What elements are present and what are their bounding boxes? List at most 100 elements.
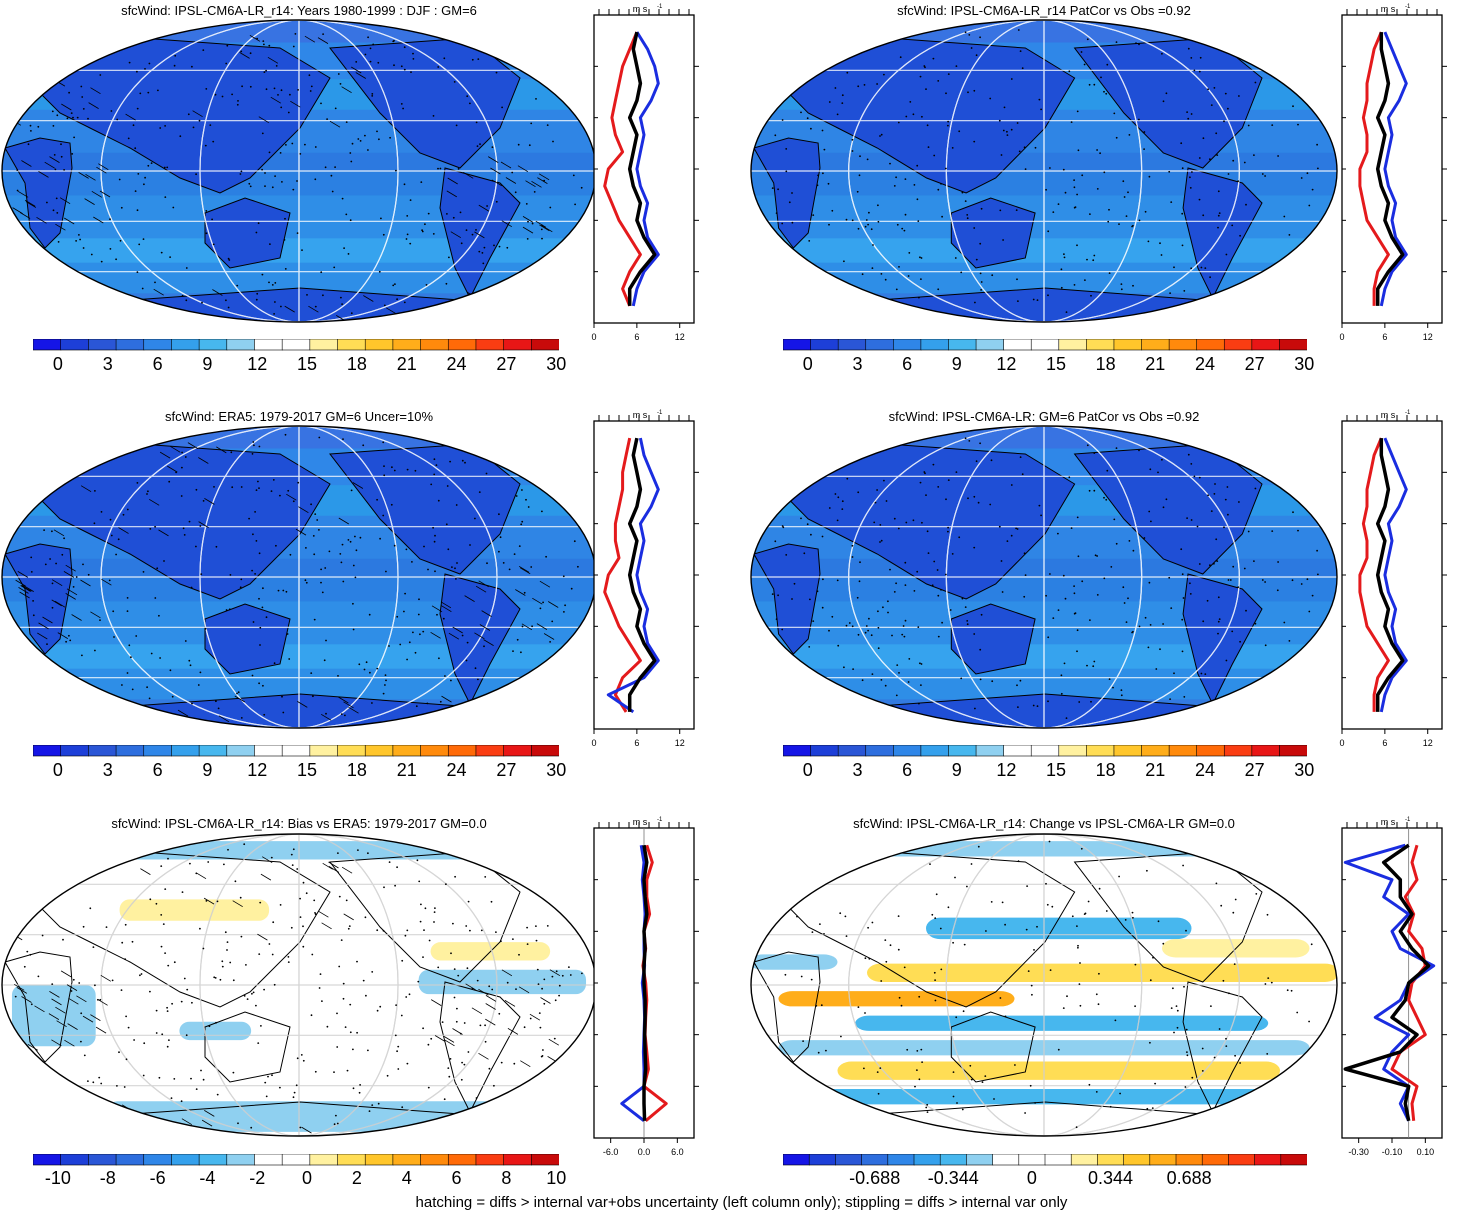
stipple-dot <box>1016 278 1018 281</box>
stipple-dot <box>800 975 803 978</box>
hatch-line <box>518 693 530 700</box>
stipple-dot <box>1207 88 1209 91</box>
stipple-dot <box>973 495 976 498</box>
hatch-line <box>161 321 173 322</box>
stipple-dot <box>1209 564 1211 567</box>
stipple-dot <box>1090 294 1092 297</box>
stipple-dot <box>1075 1126 1078 1129</box>
stipple-dot <box>457 974 460 977</box>
stipple-dot <box>880 980 883 982</box>
stipple-dot <box>831 209 834 212</box>
stipple-dot <box>1308 204 1311 207</box>
stipple-dot <box>903 966 906 969</box>
stipple-dot <box>432 115 435 117</box>
colorbar-swatch <box>1058 745 1087 757</box>
stipple-dot <box>1306 578 1309 581</box>
colorbar-tick-label: -2 <box>249 1168 266 1188</box>
hatch-line <box>82 1015 94 1023</box>
stipple-dot <box>1288 640 1291 642</box>
hatch-line <box>398 724 410 728</box>
hatch-line <box>297 701 308 708</box>
stipple-dot <box>421 229 423 232</box>
profile-unit-exponent: -1 <box>1405 410 1411 416</box>
stipple-dot <box>221 95 224 98</box>
stipple-dot <box>394 1034 397 1037</box>
continent-outline <box>204 197 291 269</box>
stipple-dot <box>808 240 811 242</box>
stipple-dot <box>404 934 407 937</box>
stipple-dot <box>405 996 408 998</box>
stipple-dot <box>568 966 570 968</box>
stipple-dot <box>255 298 258 301</box>
stipple-dot <box>121 684 123 686</box>
stipple-dot <box>426 702 429 705</box>
stipple-dot <box>1297 123 1299 126</box>
colorbar-tick-label: 10 <box>546 1168 567 1188</box>
stipple-dot <box>819 923 821 925</box>
hatch-line <box>57 632 69 639</box>
stipple-dot <box>229 574 232 576</box>
stipple-dot <box>1317 573 1319 576</box>
profile-series-line <box>1358 437 1390 712</box>
stipple-dot <box>535 925 537 927</box>
graticule <box>751 834 1337 1136</box>
hatch-line <box>19 591 30 599</box>
hatch-line <box>71 614 82 621</box>
stipple-dot <box>1245 203 1247 206</box>
stipple-dot <box>189 862 191 865</box>
stipple-dot <box>1161 458 1163 461</box>
stipple-dot <box>357 849 359 851</box>
stipple-dot <box>347 253 350 255</box>
hatch-line <box>51 579 63 587</box>
profile-unit-exponent: -1 <box>1405 4 1411 10</box>
panel-1-colorbar-labels: 0 3 6 9 12 15 18 21 24 27 30 <box>33 354 566 376</box>
hatch-line <box>531 180 542 188</box>
stipple-dot <box>526 238 529 240</box>
colorbar-swatch <box>865 745 894 757</box>
stipple-dot <box>1095 993 1098 996</box>
stipple-dot <box>63 537 65 540</box>
stipple-dot <box>1065 717 1068 719</box>
stipple-dot <box>885 500 888 502</box>
graticule <box>2 426 596 728</box>
stipple-dot <box>293 1091 296 1094</box>
stipple-dot <box>284 217 286 220</box>
colorbar-swatch <box>337 339 366 351</box>
bias-patch <box>107 1101 527 1132</box>
stipple-dot <box>1057 609 1060 611</box>
stipple-dot <box>1127 597 1129 600</box>
colorbar-tick-label: 9 <box>951 354 962 374</box>
stipple-dot <box>979 648 982 651</box>
colorbar-tick-label: 6 <box>902 760 913 780</box>
stipple-dot <box>901 633 904 636</box>
stipple-dot <box>294 33 297 35</box>
stipple-dot <box>1217 226 1219 229</box>
stipple-dot <box>1073 585 1075 587</box>
stipple-dot <box>204 627 207 630</box>
colorbar-swatch <box>810 745 839 757</box>
stipple-dot <box>1036 925 1038 928</box>
stipple-dot <box>183 534 186 536</box>
stipple-dot <box>851 138 854 141</box>
stipple-dot <box>980 289 982 291</box>
stipple-dot <box>164 952 167 954</box>
hatch-line <box>431 605 443 613</box>
stipple-dot <box>54 168 57 171</box>
stipple-dot <box>452 922 454 925</box>
stipple-dot <box>411 561 413 563</box>
stipple-dot <box>512 938 514 940</box>
stipple-dot <box>359 536 362 539</box>
stipple-dot <box>1023 595 1026 598</box>
stipple-dot <box>146 493 148 495</box>
stipple-dot <box>1170 1007 1173 1009</box>
stipple-dot <box>131 940 134 943</box>
profile-series-line <box>606 437 660 714</box>
stipple-dot <box>92 946 95 948</box>
stipple-dot <box>499 536 502 539</box>
stipple-dot <box>170 1097 173 1099</box>
stipple-dot <box>1234 898 1237 901</box>
stipple-dot <box>412 52 414 55</box>
stipple-dot <box>292 848 295 851</box>
stipple-dot <box>321 591 324 594</box>
change-patch <box>751 954 838 970</box>
